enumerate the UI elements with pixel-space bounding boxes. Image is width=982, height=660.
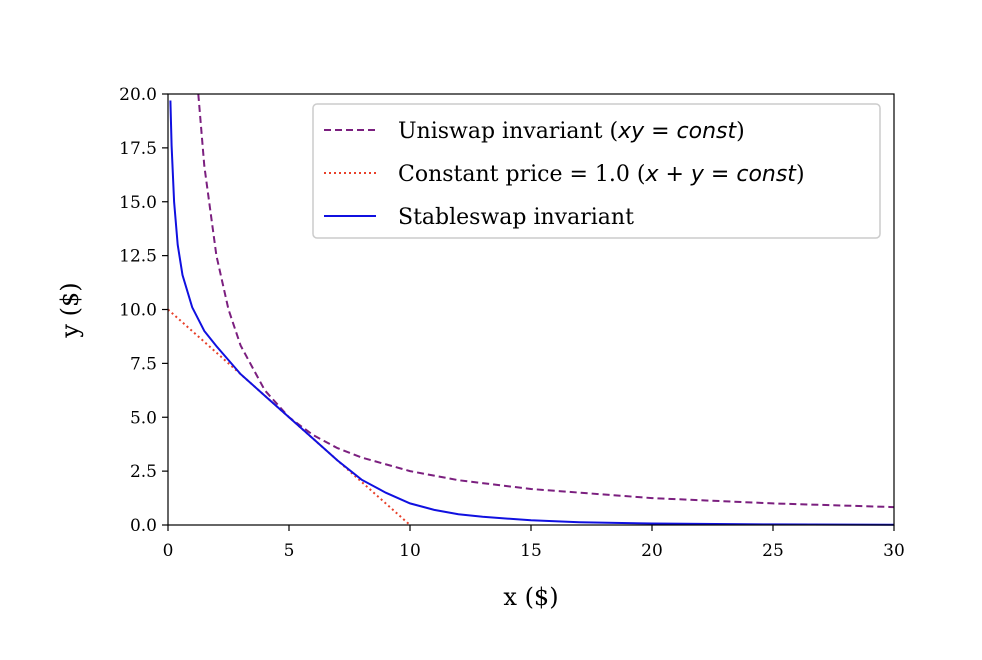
x-tick-label: 0 bbox=[163, 541, 174, 561]
y-axis: 0.0 2.5 5.0 7.5 10.0 12.5 15.0 17.5 20.0 bbox=[119, 85, 168, 536]
y-tick-label: 0.0 bbox=[130, 516, 157, 536]
series-line-2 bbox=[169, 100, 895, 526]
y-tick-label: 17.5 bbox=[119, 139, 157, 159]
y-tick-label: 2.5 bbox=[130, 462, 157, 482]
x-tick-label: 20 bbox=[641, 541, 663, 561]
legend-label-2: Stableswap invariant bbox=[398, 205, 634, 230]
series-line-0 bbox=[197, 93, 895, 509]
legend-label-0: Uniswap invariant (xy = const) bbox=[398, 119, 745, 144]
series-line-1 bbox=[167, 308, 411, 526]
legend: Uniswap invariant (xy = const) Constant p… bbox=[312, 103, 881, 239]
x-tick-label: 25 bbox=[762, 541, 784, 561]
x-tick-label: 5 bbox=[284, 541, 295, 561]
x-tick-label: 15 bbox=[520, 541, 542, 561]
y-axis-label: y ($) bbox=[56, 282, 84, 338]
plot-lines bbox=[167, 93, 895, 526]
y-tick-label: 5.0 bbox=[130, 408, 157, 428]
x-axis: 0 5 10 15 20 25 30 bbox=[163, 525, 905, 561]
y-tick-label: 7.5 bbox=[130, 354, 157, 374]
x-axis-label: x ($) bbox=[503, 583, 558, 611]
x-tick-label: 30 bbox=[883, 541, 905, 561]
y-tick-label: 15.0 bbox=[119, 193, 157, 213]
y-tick-label: 10.0 bbox=[119, 301, 157, 321]
y-tick-label: 12.5 bbox=[119, 247, 157, 267]
legend-label-1: Constant price = 1.0 (x + y = const) bbox=[398, 162, 805, 187]
y-tick-label: 20.0 bbox=[119, 85, 157, 105]
legend-box bbox=[312, 103, 881, 239]
x-tick-label: 10 bbox=[399, 541, 421, 561]
